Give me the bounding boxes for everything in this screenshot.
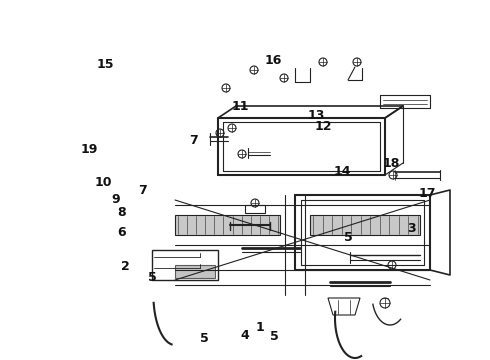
Text: 5: 5 [200,332,209,345]
Text: 10: 10 [94,176,112,189]
Text: 5: 5 [147,271,156,284]
Text: 7: 7 [138,184,147,197]
Text: 14: 14 [333,165,351,178]
Text: 9: 9 [112,193,121,206]
Text: 5: 5 [343,231,352,244]
Text: 3: 3 [407,222,416,235]
Text: 1: 1 [255,321,264,334]
Text: 19: 19 [81,143,98,156]
Text: 6: 6 [117,226,126,239]
Text: 16: 16 [265,54,282,67]
Text: 15: 15 [97,58,114,71]
Text: 7: 7 [189,134,198,147]
Text: 2: 2 [121,260,129,273]
Text: 17: 17 [418,187,436,200]
Polygon shape [175,215,280,235]
Text: 5: 5 [270,330,279,343]
Text: 8: 8 [117,206,126,219]
Text: 18: 18 [382,157,400,170]
Text: 4: 4 [241,329,249,342]
Text: 12: 12 [315,120,332,133]
Text: 11: 11 [231,100,249,113]
Polygon shape [310,215,420,235]
Polygon shape [175,265,215,278]
Text: 13: 13 [307,109,325,122]
